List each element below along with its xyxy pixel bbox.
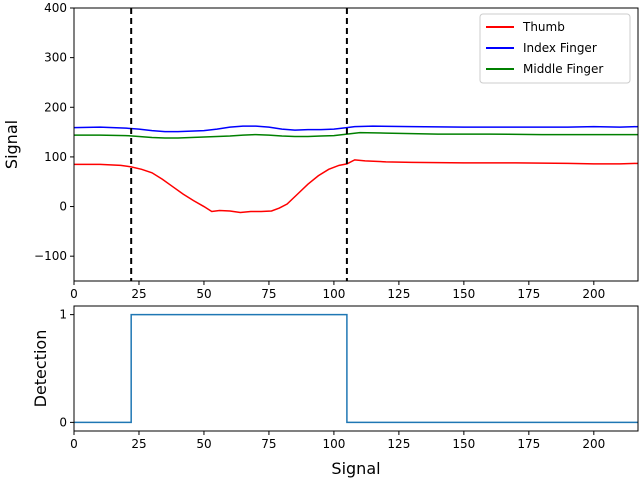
x-axis-title: Signal [331,459,380,478]
y-tick-label: 0 [59,200,67,214]
x-tick-label: 150 [452,437,475,451]
x-tick-label: 50 [196,437,211,451]
series-line-middle-finger [74,131,638,139]
x-tick-label: 125 [387,287,410,301]
y-axis-title: Signal [2,120,21,169]
x-tick-label: 125 [387,437,410,451]
axes-frame [73,7,639,282]
legend-label-index-finger: Index Finger [523,41,597,55]
x-tick-label: 200 [582,287,605,301]
x-tick-label: 75 [261,287,276,301]
detection-step-line [74,313,638,424]
y-axis-title: Detection [31,330,50,408]
y-tick-label: 300 [44,51,67,65]
legend-label-thumb: Thumb [522,20,565,34]
x-tick-label: 200 [582,437,605,451]
legend: Thumb Index Finger Middle Finger [479,13,631,84]
signal-chart: 0 25 50 75 100 125 150 175 200 −100 0 100 200 300 400 S… [2,1,639,301]
x-tick-label: 25 [131,437,146,451]
axes-frame [73,305,639,432]
legend-box [479,13,631,84]
series-line-index-finger [74,125,638,133]
y-tick-label: 400 [44,1,67,15]
y-tick-label: −100 [34,249,67,263]
y-tick-label: 1 [59,308,67,322]
x-tick-label: 75 [261,437,276,451]
x-tick-label: 175 [517,437,540,451]
series-line-thumb [74,159,638,214]
detection-chart: 0 25 50 75 100 125 150 175 200 0 1 Detection Signal [31,305,639,478]
y-tick-label: 100 [44,150,67,164]
x-tick-label: 100 [322,287,345,301]
x-tick-label: 0 [70,437,78,451]
legend-label-middle-finger: Middle Finger [523,62,603,76]
x-tick-label: 50 [196,287,211,301]
x-tick-label: 150 [452,287,475,301]
x-tick-label: 0 [70,287,78,301]
x-tick-label: 175 [517,287,540,301]
x-tick-label: 100 [322,437,345,451]
y-tick-label: 0 [59,415,67,429]
x-tick-label: 25 [131,287,146,301]
y-tick-label: 200 [44,100,67,114]
